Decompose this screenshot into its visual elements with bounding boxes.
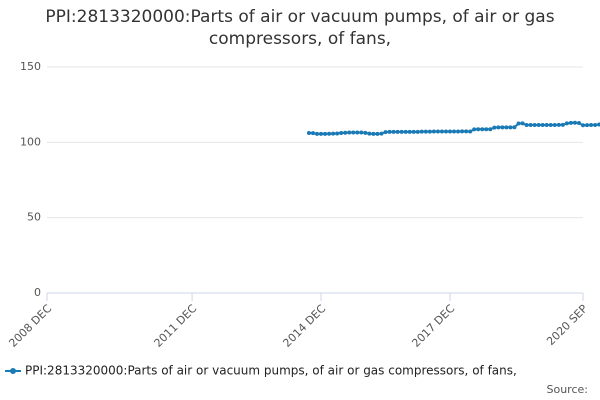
y-tick-label: 50 (27, 211, 41, 224)
data-point (556, 122, 561, 127)
data-point (435, 129, 440, 134)
data-point (403, 129, 408, 134)
data-point (576, 121, 581, 126)
data-point (407, 129, 412, 134)
data-point (524, 123, 529, 128)
data-point (548, 123, 553, 128)
data-point (319, 131, 324, 136)
data-point (568, 120, 573, 125)
data-point (315, 131, 320, 136)
data-point (339, 130, 344, 135)
data-point (419, 129, 424, 134)
data-point (323, 131, 328, 136)
data-point (371, 131, 376, 136)
legend-label: PPI:2813320000:Parts of air or vacuum pu… (25, 364, 517, 378)
data-point (399, 129, 404, 134)
data-point (593, 123, 598, 128)
data-point (355, 130, 360, 135)
x-tick-label: 2011 DEC (152, 302, 200, 350)
data-point (367, 131, 372, 136)
data-point (536, 123, 541, 128)
x-tick-label: 2020 SEP (544, 302, 590, 348)
data-point (415, 129, 420, 134)
data-point (379, 131, 384, 136)
y-tick-label: 0 (34, 286, 41, 299)
data-point (431, 129, 436, 134)
data-point (387, 129, 392, 134)
data-point (456, 129, 461, 134)
data-point (552, 123, 557, 128)
data-point (504, 125, 509, 130)
data-point (585, 123, 590, 128)
data-point (480, 127, 485, 132)
data-point (500, 125, 505, 130)
data-point (496, 125, 501, 130)
data-point (306, 130, 311, 135)
data-point (395, 129, 400, 134)
source: Source: (547, 383, 589, 396)
data-point (492, 125, 497, 130)
y-tick-label: 150 (20, 60, 41, 73)
data-point (427, 129, 432, 134)
data-point (351, 130, 356, 135)
data-point (331, 131, 336, 136)
data-point (540, 123, 545, 128)
data-point (452, 129, 457, 134)
x-tick-label: 2008 DEC (6, 302, 54, 350)
data-point (581, 123, 585, 128)
data-point (564, 121, 569, 126)
x-tick-label: 2017 DEC (409, 302, 457, 350)
data-point (363, 130, 368, 135)
data-point (572, 120, 577, 125)
chart-title: PPI:2813320000:Parts of air or vacuum pu… (45, 7, 555, 49)
data-point (335, 131, 340, 136)
data-point (411, 129, 416, 134)
data-point (488, 127, 493, 132)
data-point (544, 123, 549, 128)
data-point (423, 129, 428, 134)
data-point (375, 131, 380, 136)
data-point (359, 130, 364, 135)
data-point (508, 125, 513, 130)
data-point (484, 127, 489, 132)
data-point (347, 130, 352, 135)
data-point (460, 129, 465, 134)
data-point (516, 121, 521, 126)
data-point (528, 123, 533, 128)
data-point (512, 125, 517, 130)
data-point (310, 131, 315, 136)
data-point (343, 130, 348, 135)
data-point (560, 122, 565, 127)
y-tick-label: 100 (20, 135, 41, 148)
data-point (468, 129, 473, 134)
x-tick-label: 2014 DEC (280, 302, 328, 350)
data-point (520, 121, 525, 126)
data-point (597, 122, 600, 127)
data-point (532, 123, 537, 128)
data-point (391, 129, 396, 134)
data-point (439, 129, 444, 134)
data-point (448, 129, 453, 134)
data-point (383, 130, 388, 135)
data-point (464, 129, 469, 134)
legend-marker (10, 368, 16, 374)
data-point (472, 127, 477, 132)
data-point (476, 127, 481, 132)
data-point (327, 131, 332, 136)
data-point (589, 123, 594, 128)
data-point (443, 129, 448, 134)
